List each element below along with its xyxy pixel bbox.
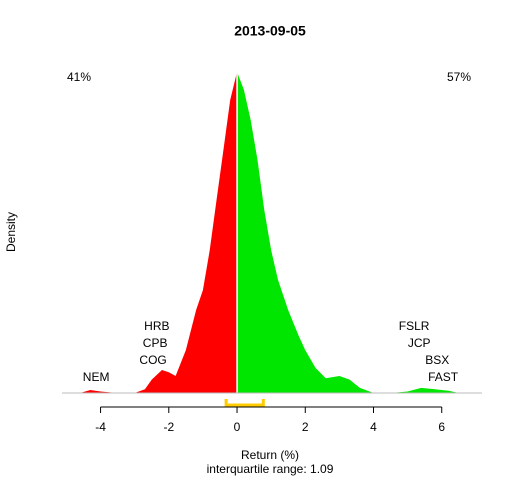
positive-area bbox=[237, 71, 459, 393]
ticker-label: COG bbox=[139, 353, 166, 367]
x-tick-label: -2 bbox=[163, 420, 174, 434]
ticker-label: CPB bbox=[143, 336, 168, 350]
share-label: 41% bbox=[67, 70, 91, 84]
negative-area bbox=[63, 71, 238, 393]
ticker-label: HRB bbox=[144, 319, 169, 333]
ticker-label: FAST bbox=[428, 370, 459, 384]
ticker-label: NEM bbox=[83, 370, 110, 384]
chart-title: 2013-09-05 bbox=[234, 23, 306, 39]
x-tick-label: 4 bbox=[370, 420, 377, 434]
y-axis-label: Density bbox=[4, 212, 18, 252]
ticker-label: JCP bbox=[408, 336, 431, 350]
subtitle: interquartile range: 1.09 bbox=[207, 462, 334, 476]
x-tick-label: -4 bbox=[95, 420, 106, 434]
x-tick-label: 6 bbox=[438, 420, 445, 434]
x-tick-label: 2 bbox=[302, 420, 309, 434]
share-label: 57% bbox=[447, 70, 471, 84]
ticker-label: FSLR bbox=[399, 319, 430, 333]
x-tick-label: 0 bbox=[234, 420, 241, 434]
ticker-label: BSX bbox=[425, 353, 449, 367]
x-axis-label: Return (%) bbox=[241, 448, 299, 462]
iqr-bracket bbox=[224, 399, 265, 407]
